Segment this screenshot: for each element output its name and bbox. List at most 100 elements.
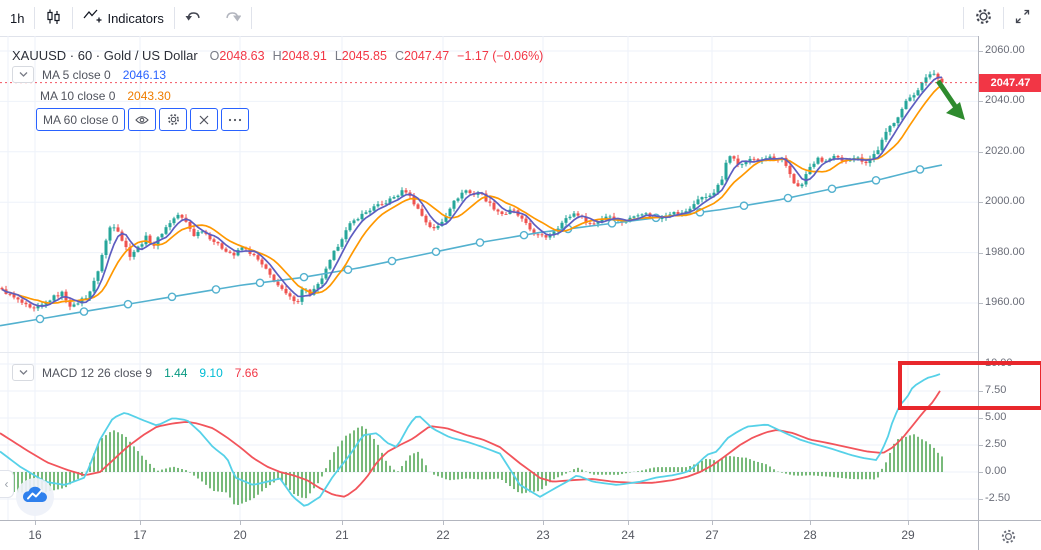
ohlc-item: C2047.47 [394, 48, 450, 63]
axis-tick-label: 0.00 [985, 465, 1007, 477]
axis-tick-label: 1960.00 [985, 296, 1025, 308]
close-icon [199, 115, 209, 124]
undo-button[interactable] [175, 0, 213, 36]
price-pane[interactable] [0, 36, 978, 353]
macd-hist-value: 1.44 [164, 365, 188, 380]
time-tick-label: 23 [536, 528, 550, 542]
chart-settings-button[interactable] [964, 0, 1003, 36]
axis-tick-mark [979, 418, 983, 419]
ma60-legend-row: MA 60 close 0 [36, 108, 250, 131]
axis-tick-mark [979, 364, 983, 365]
candlestick-icon [45, 8, 62, 28]
time-tick-label: 21 [335, 528, 349, 542]
axis-tick-label: 5.00 [985, 411, 1007, 423]
time-tick-label: 17 [133, 528, 147, 542]
macd-signal-value: 7.66 [234, 365, 259, 380]
time-tick-mark [810, 521, 811, 525]
axis-tick-mark [979, 51, 983, 52]
fullscreen-button[interactable] [1004, 0, 1041, 36]
gear-icon [1001, 529, 1016, 544]
toolbar-separator [72, 7, 74, 29]
collapse-legend-button[interactable] [12, 66, 34, 83]
axis-tick-mark [979, 303, 983, 304]
time-tick-label: 27 [705, 528, 719, 542]
ohlc-item: H2048.91 [272, 48, 327, 63]
pane-divider[interactable] [0, 352, 978, 353]
time-tick-label: 24 [621, 528, 635, 542]
change-value: −1.17 (−0.06%) [457, 48, 544, 63]
axis-tick-mark [979, 151, 983, 153]
indicators-button[interactable]: Indicators [73, 0, 173, 36]
time-tick-mark [342, 521, 343, 525]
axis-tick-label: 2040.00 [985, 94, 1025, 107]
axis-tick-label: 2.50 [985, 438, 1007, 450]
axis-settings-button[interactable] [1000, 528, 1017, 550]
axis-tick-mark [979, 202, 983, 204]
axis-tick-mark [979, 472, 983, 473]
axis-tick-mark [979, 499, 983, 500]
symbol-row: XAUUSD · 60 · Gold / US Dollar O2048.63 H… [12, 48, 543, 63]
gear-icon [167, 114, 179, 125]
chart-style-button[interactable] [35, 0, 72, 36]
time-tick-mark [628, 521, 629, 525]
redo-icon [223, 10, 242, 27]
broker-logo [15, 477, 55, 517]
time-tick-label: 20 [233, 528, 247, 542]
chevron-down-icon [19, 370, 27, 375]
fullscreen-icon [1014, 8, 1031, 28]
time-tick-mark [140, 521, 141, 525]
time-tick-label: 29 [901, 528, 915, 542]
chevron-down-icon [19, 72, 27, 77]
last-price-badge: 2047.47 [979, 73, 1041, 92]
macd-pane[interactable] [0, 353, 978, 520]
macd-legend-row: MACD 12 26 close 9 1.44 9.10 7.66 [12, 364, 258, 381]
gear-icon [974, 7, 993, 29]
axis-tick-mark [979, 391, 983, 392]
time-tick-mark [712, 521, 713, 525]
ma60-label[interactable]: MA 60 close 0 [36, 108, 126, 131]
visibility-toggle-button[interactable] [128, 108, 157, 131]
time-tick-mark [35, 521, 36, 525]
ma10-label[interactable]: MA 10 close 0 [40, 89, 116, 103]
eye-icon [135, 115, 150, 124]
top-toolbar: 1h Indicators [0, 0, 1041, 37]
ma10-legend-row: MA 10 close 0 2043.30 [40, 89, 171, 103]
timeframe-button[interactable]: 1h [0, 0, 34, 36]
symbol-title[interactable]: XAUUSD · 60 · Gold / US Dollar [12, 48, 198, 63]
axis-tick-label: 2000.00 [985, 195, 1025, 208]
price-axis[interactable]: 2047.47 2060.00 2040.00 2020.00 2000.00 1980… [978, 36, 1041, 550]
time-axis[interactable]: 16 17 20 21 22 23 24 27 28 29 [0, 520, 978, 550]
timeframe-label: 1h [10, 10, 25, 26]
axis-tick-mark [979, 445, 983, 446]
axis-tick-mark [979, 101, 983, 103]
ma5-label[interactable]: MA 5 close 0 [42, 67, 111, 82]
toolbar-separator [34, 7, 36, 29]
macd-line-value: 9.10 [199, 365, 223, 380]
ohlc-values: O2048.63 H2048.91 L2045.85 C2047.47 [210, 49, 450, 63]
more-options-button[interactable] [221, 108, 250, 131]
time-tick-label: 22 [436, 528, 450, 542]
macd-label[interactable]: MACD 12 26 close 9 [42, 365, 153, 380]
axis-tick-label: 7.50 [985, 384, 1007, 396]
time-tick-mark [240, 521, 241, 525]
ma5-legend-row: MA 5 close 0 2046.13 [12, 66, 166, 83]
axis-tick-label: 10.00 [985, 357, 1013, 369]
collapse-macd-button[interactable] [12, 364, 34, 381]
indicator-settings-button[interactable] [159, 108, 188, 131]
toolbar-separator [173, 7, 175, 29]
collapse-panel-button[interactable]: ‹ [0, 470, 14, 498]
toolbar-separator [250, 7, 252, 29]
axis-corner-line [979, 520, 1041, 521]
axis-tick-label: -2.50 [985, 492, 1011, 504]
remove-indicator-button[interactable] [190, 108, 219, 131]
time-tick-mark [908, 521, 909, 525]
ma5-value: 2046.13 [122, 67, 167, 82]
ellipsis-icon [229, 118, 242, 121]
time-tick-mark [443, 521, 444, 525]
time-tick-label: 28 [803, 528, 817, 542]
redo-button[interactable] [213, 0, 251, 36]
toolbar-separator [1003, 7, 1004, 29]
ohlc-item: O2048.63 [209, 48, 265, 63]
axis-tick-mark [979, 252, 983, 254]
